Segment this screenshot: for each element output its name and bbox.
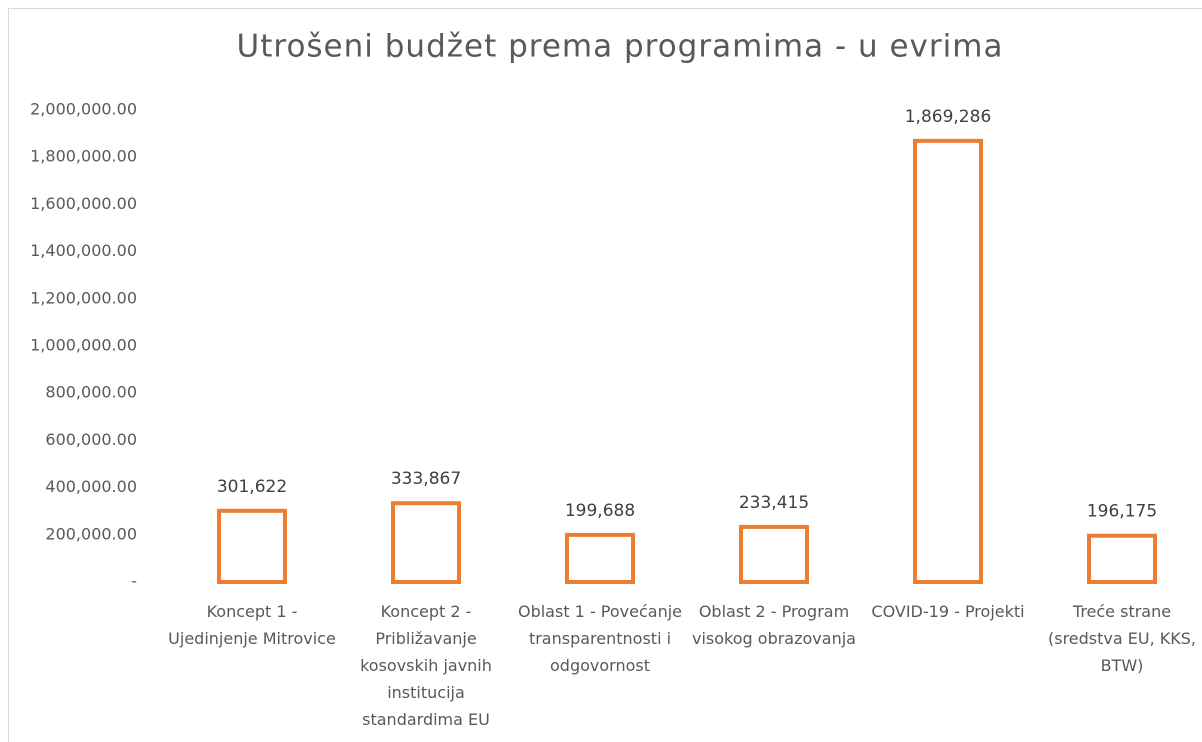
bar <box>739 524 809 585</box>
data-label: 301,622 <box>217 477 287 497</box>
y-tick-label: 800,000.00 <box>45 383 137 402</box>
y-tick-label: 1,800,000.00 <box>30 147 137 166</box>
bar <box>565 532 635 585</box>
y-tick-label: 2,000,000.00 <box>30 100 137 119</box>
y-tick-label: - <box>131 572 137 591</box>
data-label: 333,867 <box>391 469 461 489</box>
x-tick-label: Koncept 2 - Približavanje kosovskih javn… <box>360 602 492 729</box>
data-label: 233,415 <box>739 493 809 513</box>
data-label: 1,869,286 <box>905 107 992 127</box>
x-tick-label: Oblast 2 - Program visokog obrazovanja <box>692 602 856 648</box>
chart-title: Utrošeni budžet prema programima - u evr… <box>237 29 1004 65</box>
chart-border <box>8 8 1202 742</box>
data-label: 199,688 <box>565 501 635 521</box>
x-tick-label: Oblast 1 - Povećanje transparentnosti i … <box>517 602 683 675</box>
y-tick-label: 1,400,000.00 <box>30 241 137 260</box>
y-tick-label: 1,000,000.00 <box>30 336 137 355</box>
y-tick-label: 600,000.00 <box>45 430 137 449</box>
y-tick-label: 1,200,000.00 <box>30 288 137 307</box>
x-tick-label: Koncept 1 - Ujedinjenje Mitrovice <box>168 602 336 648</box>
x-tick-label: Treće strane (sredstva EU, KKS, BTW) <box>1048 602 1196 675</box>
y-tick-label: 400,000.00 <box>45 477 137 496</box>
x-tick-label: COVID-19 - Projekti <box>871 602 1025 621</box>
y-tick-label: 1,600,000.00 <box>30 194 137 213</box>
bar <box>217 508 287 584</box>
bar <box>913 138 983 584</box>
bar <box>1087 533 1157 584</box>
y-tick-label: 200,000.00 <box>45 524 137 543</box>
bar <box>391 501 461 585</box>
data-label: 196,175 <box>1087 502 1157 522</box>
